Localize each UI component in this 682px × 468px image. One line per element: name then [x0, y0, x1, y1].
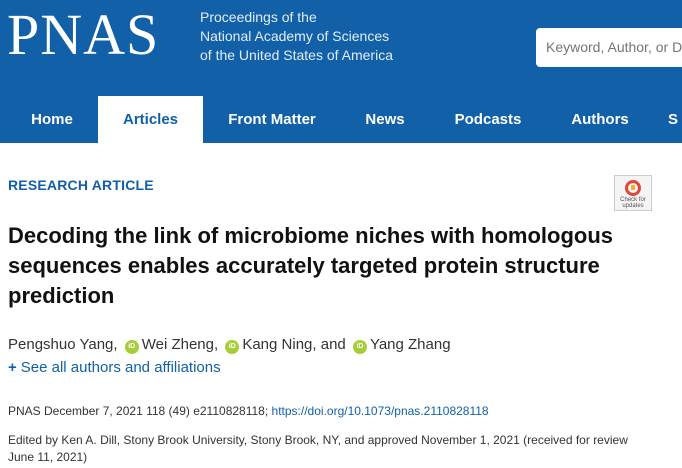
plus-icon: + [8, 359, 17, 376]
author-separator: , [113, 336, 118, 353]
nav-front-matter[interactable]: Front Matter [228, 111, 316, 128]
article-title: Decoding the link of microbiome niches w… [8, 223, 614, 308]
see-all-label: See all authors and affiliations [20, 359, 221, 376]
nav-home[interactable]: Home [31, 111, 73, 128]
author-name[interactable]: Wei Zheng [141, 336, 214, 353]
citation-text: PNAS December 7, 2021 118 (49) e21108281… [8, 404, 269, 418]
author-name[interactable]: Kang Ning [242, 336, 313, 353]
journal-tagline: Proceedings of the National Academy of S… [200, 8, 393, 65]
author-name[interactable]: Yang Zhang [369, 336, 451, 353]
edited-by-note: Edited by Ken A. Dill, Stony Brook Unive… [8, 433, 628, 464]
citation-line: PNAS December 7, 2021 118 (49) e21108281… [8, 404, 489, 418]
orcid-icon[interactable]: iD [124, 340, 139, 354]
author-name[interactable]: Pengshuo Yang [8, 336, 114, 353]
author-separator: , and [312, 336, 346, 353]
check-for-updates-label: Check for updates [620, 197, 646, 209]
author-list: Pengshuo Yang, iD Wei Zheng, iD Kang Ning,… [8, 336, 451, 354]
tagline-line: National Academy of Sciences [200, 28, 390, 44]
tagline-line: Proceedings of the [200, 9, 317, 25]
pnas-logo[interactable]: PNAS [7, 2, 160, 67]
nav-articles[interactable]: Articles [98, 96, 203, 143]
crossmark-icon [625, 180, 641, 196]
tagline-line: of the United States of America [200, 47, 393, 63]
orcid-icon[interactable]: iD [225, 340, 240, 354]
nav-more[interactable]: S [667, 111, 678, 128]
article-type: RESEARCH ARTICLE [8, 177, 154, 193]
doi-link[interactable]: https://doi.org/10.1073/pnas.2110828118 [271, 404, 489, 418]
search-box[interactable] [536, 28, 682, 67]
nav-podcasts[interactable]: Podcasts [454, 111, 522, 128]
site-header: PNAS Proceedings of the National Academy… [0, 0, 682, 143]
check-for-updates-button[interactable]: Check for updates [614, 175, 652, 211]
nav-news[interactable]: News [365, 111, 405, 128]
orcid-icon[interactable]: iD [352, 340, 367, 354]
see-all-authors-link[interactable]: + See all authors and affiliations [8, 359, 221, 376]
author-separator: , [213, 336, 219, 353]
search-input[interactable] [546, 39, 682, 55]
nav-authors[interactable]: Authors [571, 111, 629, 128]
main-nav: Home Articles Front Matter News Podcasts… [0, 96, 682, 143]
